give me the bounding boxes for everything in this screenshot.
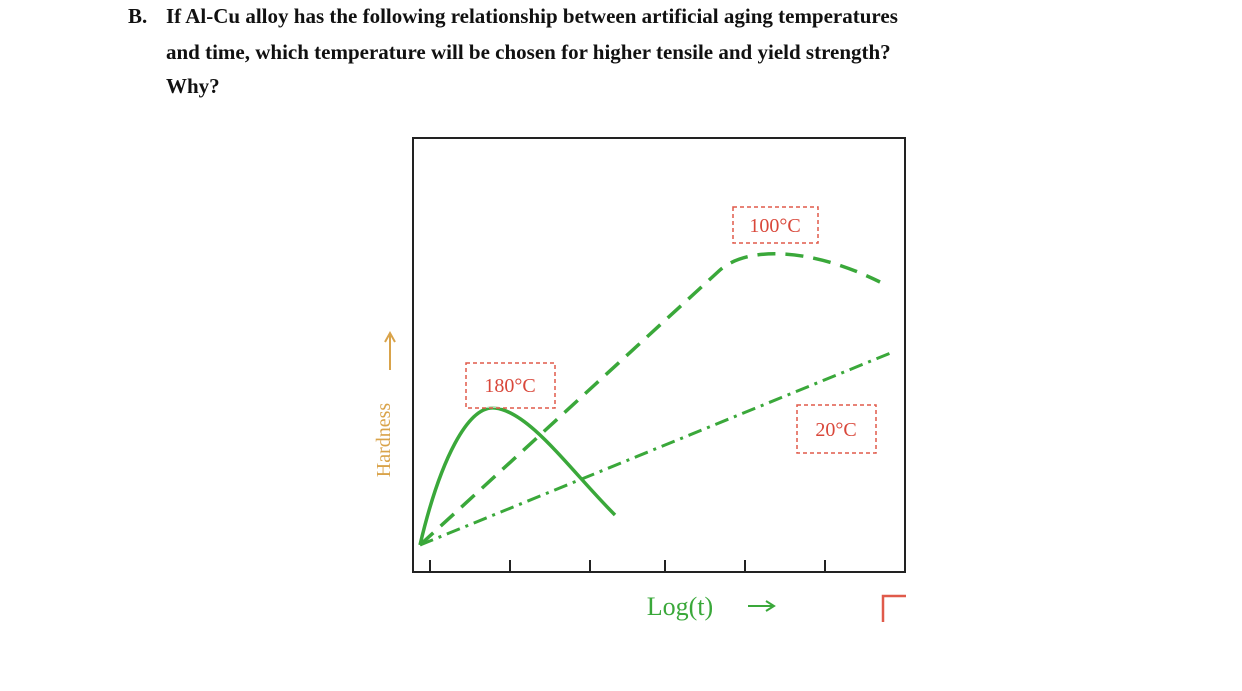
curve-label: 20°C: [815, 419, 856, 441]
x-axis-label: Log(t): [647, 592, 713, 621]
x-arrow: [748, 600, 776, 612]
ticks: [429, 560, 826, 572]
y-arrow: [384, 330, 396, 370]
label-box: [732, 206, 819, 244]
corner-mark: [881, 594, 906, 622]
plot-frame: [412, 137, 906, 573]
y-axis-label: Hardness: [373, 403, 395, 478]
curve-100: [418, 252, 881, 547]
question-line: Why?: [166, 74, 220, 98]
question-label: B.: [128, 4, 148, 28]
question-line: If Al-Cu alloy has the following relatio…: [166, 4, 898, 28]
label-box: [796, 404, 877, 454]
question-line: and time, which temperature will be chos…: [166, 40, 891, 64]
curve-label: 100°C: [749, 215, 800, 237]
curve-label: 180°C: [484, 375, 535, 397]
label-box: [465, 362, 556, 409]
